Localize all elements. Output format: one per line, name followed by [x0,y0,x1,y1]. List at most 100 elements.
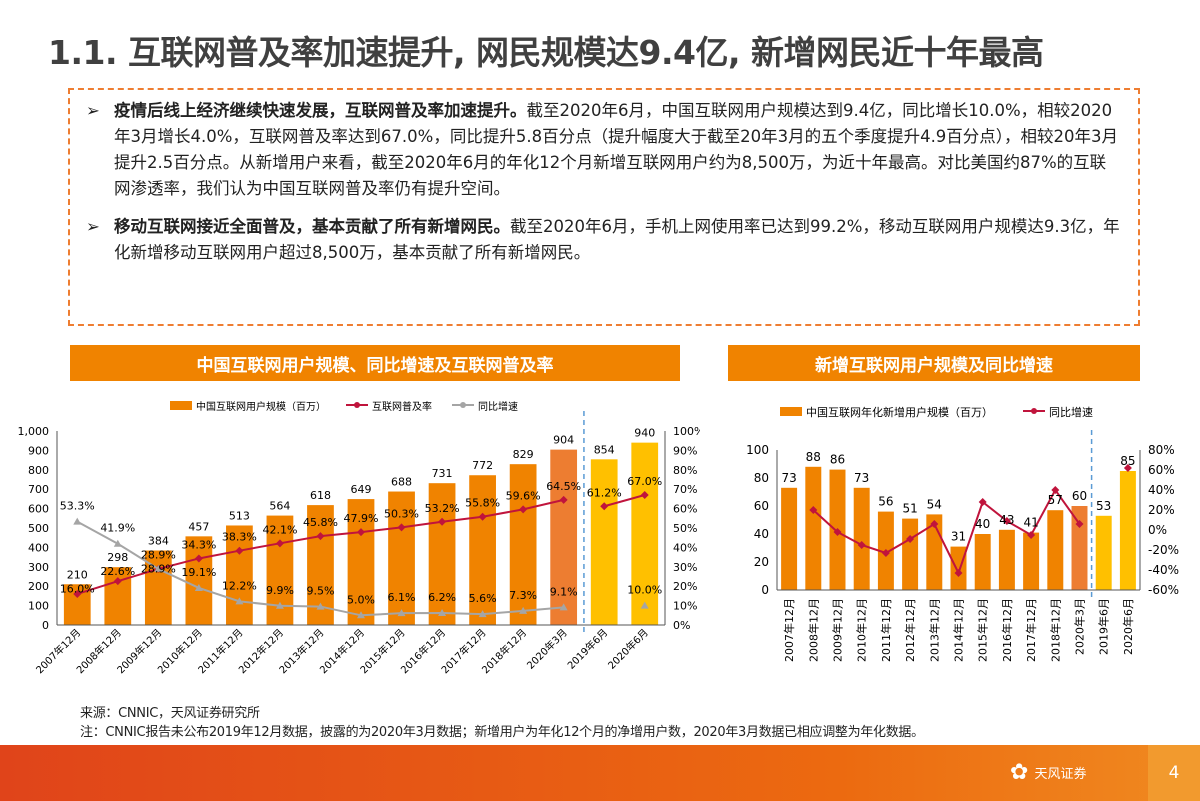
penetration-data-label: 67.0% [627,475,662,488]
legend-label: 中国互联网用户规模（百万） [196,400,326,413]
chart2-title: 新增互联网用户规模及同比增速 [728,345,1140,381]
x-tick-label: 2016年12月 [1000,598,1014,662]
x-tick-label: 2019年6月 [1097,598,1111,655]
bar [902,518,919,590]
bar-value-label: 41 [1023,516,1038,530]
penetration-data-label: 50.3% [384,507,419,520]
y-left-tick-label: 40 [754,527,769,541]
y-left-tick-label: 700 [28,483,49,496]
bar-value-label: 54 [927,497,942,511]
bar-value-label: 88 [806,450,821,464]
penetration-data-label: 16.0% [60,582,95,595]
y-left-tick-label: 600 [28,503,49,516]
penetration-data-label: 53.2% [425,502,460,515]
bar-value-label: 60 [1072,489,1087,503]
bar [805,466,822,590]
chart1-title: 中国互联网用户规模、同比增速及互联网普及率 [70,345,680,381]
growth-data-label: 28.9% [141,549,176,562]
x-tick-label: 2014年12月 [952,598,966,662]
growth-data-label: 9.5% [306,585,334,598]
bar [1023,532,1040,590]
growth-marker [194,583,203,591]
penetration-marker [600,502,609,511]
bar-value-label: 298 [107,551,128,564]
bar-value-label: 513 [229,509,250,522]
growth-marker [235,597,244,605]
series-line [603,494,646,508]
growth-data-label: 41.9% [100,522,135,535]
y-right-tick-label: 40% [673,541,697,554]
penetration-marker [559,495,568,504]
penetration-data-label: 47.9% [344,512,379,525]
x-tick-label: 2012年12月 [903,598,917,662]
penetration-marker [1027,531,1036,539]
bar-value-label: 57 [1048,493,1063,507]
bullet-1: ➢ 疫情后线上经济继续快速发展，互联网普及率加速提升。截至2020年6月，中国互… [86,98,1122,202]
penetration-marker [316,532,325,541]
growth-marker [397,609,406,617]
bar [1071,506,1088,590]
growth-data-label: 9.1% [550,585,578,598]
growth-marker [154,564,163,572]
penetration-marker [397,523,406,532]
growth-marker [316,602,325,610]
growth-data-label: 7.3% [509,589,537,602]
bar-value-label: 618 [310,489,331,502]
bar [226,525,253,625]
bar-value-label: 564 [269,500,290,513]
bar [781,487,798,590]
y-right-tick-label: 70% [673,483,697,496]
penetration-data-label: 59.6% [506,489,541,502]
penetration-marker [194,554,203,563]
penetration-marker [1002,517,1011,525]
arrow-bullet-icon: ➢ [86,101,100,120]
y-left-tick-label: 400 [28,541,49,554]
note-text: 注：CNNIC报告未公布2019年12月数据，披露的为2020年3月数据；新增用… [80,725,924,740]
bar-value-label: 53 [1096,499,1111,513]
penetration-marker [978,498,987,506]
x-tick-label: 2013年12月 [927,598,941,662]
y-left-tick-label: 200 [28,580,49,593]
bar [104,567,132,625]
bullet-1-text: 截至2020年6月，中国互联网用户规模达到9.4亿，同比增长10.0%，相较20… [114,101,1119,198]
penetration-data-label: 28.9% [141,563,176,576]
bar [509,464,537,625]
bar [1119,471,1136,590]
bar [1095,515,1112,590]
y-left-tick-label: 0 [761,583,769,597]
bar-value-label: 43 [999,513,1014,527]
penetration-marker [1051,486,1060,494]
legend-label: 中国互联网年化新增用户规模（百万） [806,405,993,419]
growth-marker [73,517,82,525]
bar-value-label: 31 [951,530,966,544]
bar [1047,510,1064,590]
bar-value-label: 829 [513,448,534,461]
bar-value-label: 86 [830,453,845,467]
x-tick-label: 2020年3月 [524,626,570,672]
x-tick-label: 2008年12月 [806,598,820,662]
bullet-2-text: 截至2020年6月，手机上网使用率已达到99.2%，移动互联网用户规模达9.3亿… [114,217,1120,262]
y-right-tick-label: -60% [1148,583,1179,597]
bar-value-label: 649 [351,483,372,496]
footer-band [0,745,1200,801]
penetration-data-label: 22.6% [100,565,135,578]
y-left-tick-label: 60 [754,499,769,513]
growth-data-label: 9.9% [266,584,294,597]
bar-value-label: 73 [781,471,796,485]
bar [631,442,659,625]
growth-data-label: 19.1% [181,566,216,579]
penetration-marker [906,535,915,543]
legend-bar-swatch [780,407,802,416]
penetration-marker [1075,520,1084,528]
penetration-data-label: 55.8% [465,497,500,510]
legend-bar-swatch [170,401,192,410]
x-tick-label: 2011年12月 [879,598,893,662]
y-right-tick-label: 60% [1148,463,1175,477]
bullet-1-bold: 疫情后线上经济继续快速发展，互联网普及率加速提升。 [114,101,527,120]
y-right-tick-label: 60% [673,503,697,516]
y-right-tick-label: 100% [673,425,700,438]
penetration-data-label: 34.3% [181,538,216,551]
growth-data-label: 6.1% [388,591,416,604]
logo: ✿ 天风证券 [1010,760,1086,785]
penetration-data-label: 64.5% [546,480,581,493]
